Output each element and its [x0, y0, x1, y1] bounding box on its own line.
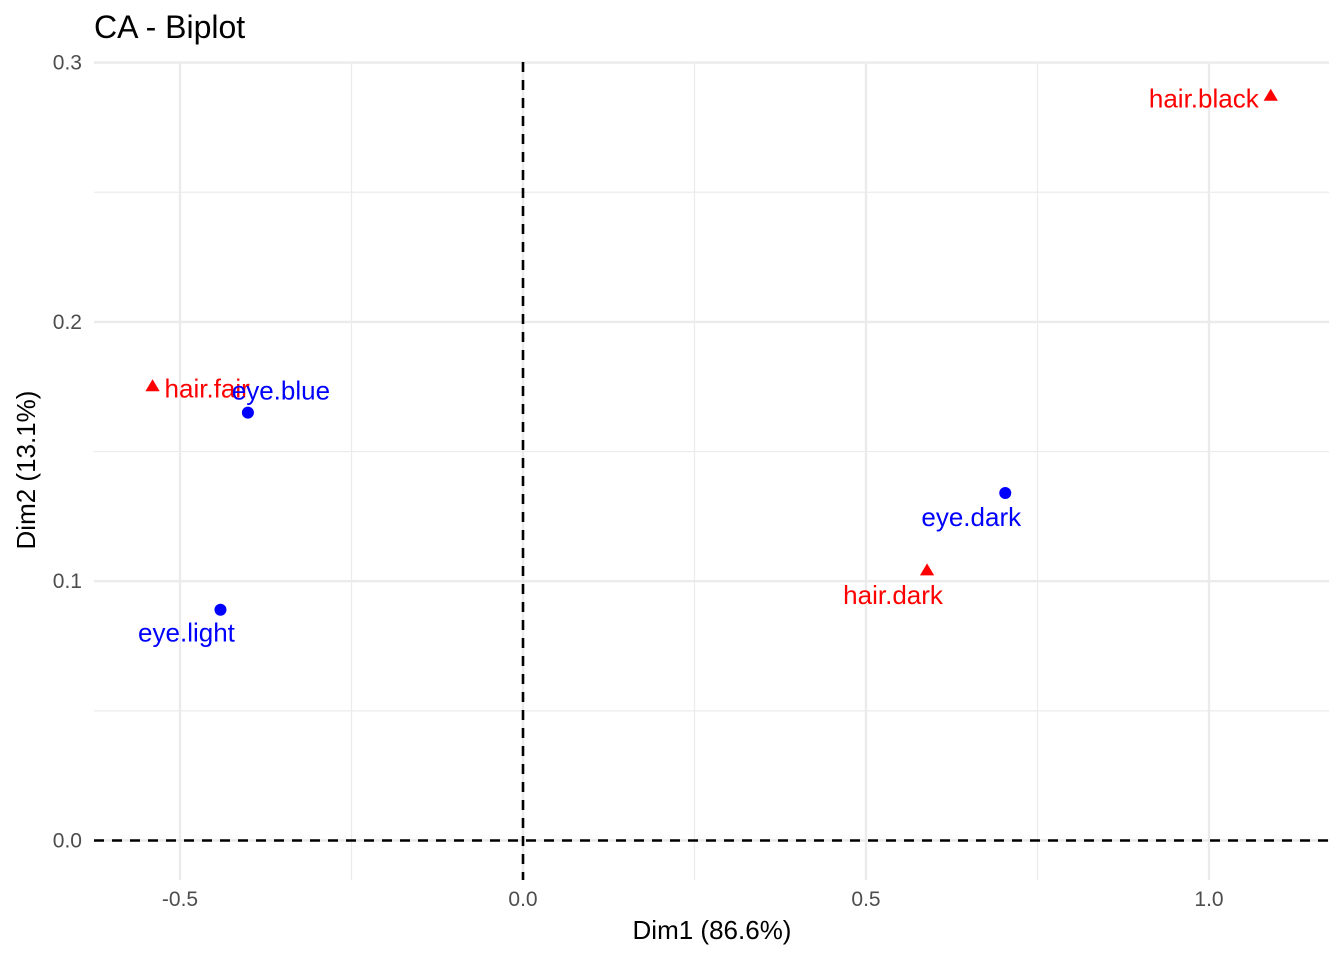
triangle-marker [919, 563, 935, 576]
point-label: hair.dark [843, 580, 944, 610]
y-tick-label: 0.3 [53, 52, 82, 75]
y-axis-title: Dim2 (13.1%) [11, 391, 41, 550]
x-tick-label: 1.0 [1194, 888, 1223, 911]
circle-marker [241, 406, 254, 419]
x-tick-label: -0.5 [162, 888, 198, 911]
y-tick-label: 0.0 [53, 830, 82, 853]
x-tick-label: 0.5 [851, 888, 880, 911]
tick-labels: -0.5 0.0 0.5 1.0 0.0 0.1 0.2 0.3 [53, 52, 1224, 911]
point-label: eye.light [138, 618, 236, 648]
point-labels: hair.black hair.fair hair.dark eye.blue eye.… [138, 83, 1260, 647]
y-tick-label: 0.1 [53, 570, 82, 593]
x-axis-title: Dim1 (86.6%) [633, 915, 792, 945]
point-label: hair.fair [165, 374, 251, 404]
y-tick-label: 0.2 [53, 311, 82, 334]
triangle-marker [145, 379, 160, 392]
reference-lines [94, 62, 1329, 880]
point-label: hair.black [1149, 83, 1260, 113]
grid-layer [94, 61, 1329, 880]
circle-marker [214, 603, 227, 616]
triangle-marker [1263, 88, 1278, 101]
x-tick-label: 0.0 [508, 888, 537, 911]
point-label: eye.blue [232, 376, 330, 406]
chart-title: CA - Biplot [94, 9, 245, 45]
point-label: eye.dark [921, 502, 1022, 532]
circle-marker [999, 487, 1012, 500]
data-points [145, 88, 1278, 616]
